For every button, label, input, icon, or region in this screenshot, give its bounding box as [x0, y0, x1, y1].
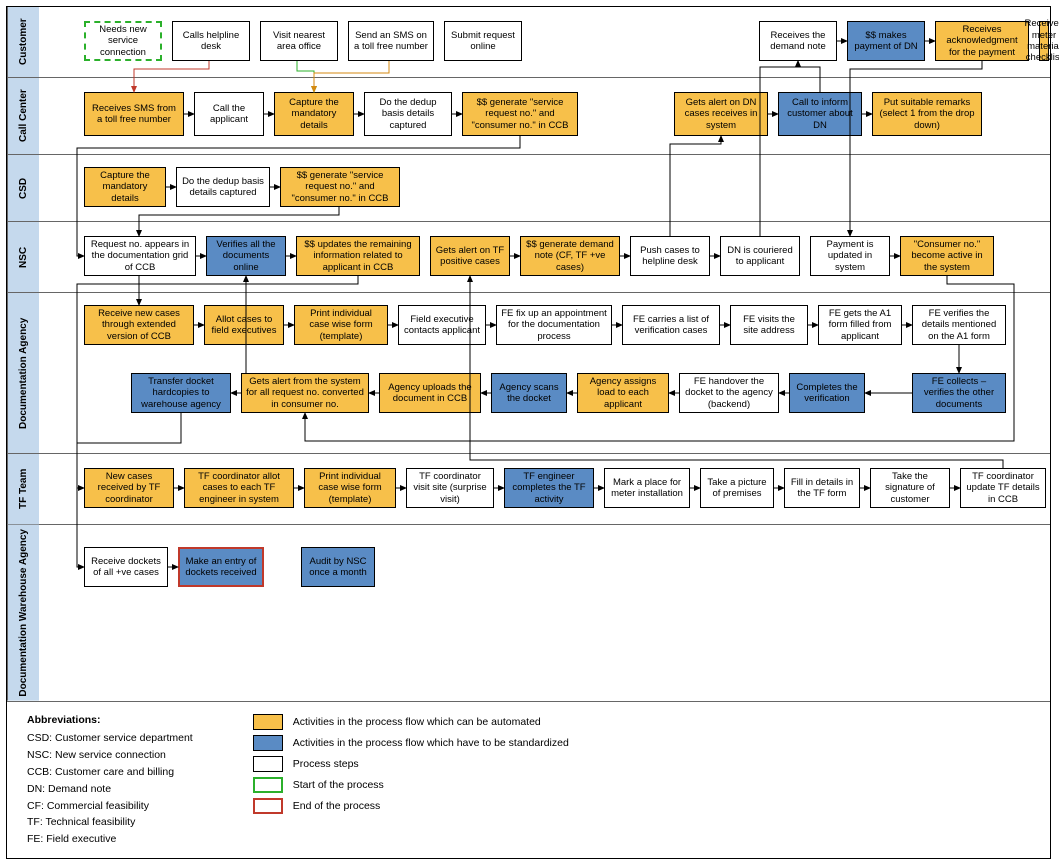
lane-label: NSC [7, 222, 39, 292]
process-box: FE carries a list of verification cases [622, 305, 720, 345]
process-box: Gets alert on TF positive cases [430, 236, 510, 276]
process-box: Agency assigns load to each applicant [577, 373, 669, 413]
process-box: Call the applicant [194, 92, 264, 136]
lane-csd: CSDCapture the mandatory detailsDo the d… [7, 155, 1050, 222]
process-box: Receives SMS from a toll free number [84, 92, 184, 136]
process-box: Fill in details in the TF form [784, 468, 860, 508]
process-box: Visit nearest area office [260, 21, 338, 61]
process-box: Field executive contacts applicant [398, 305, 486, 345]
process-box: Send an SMS on a toll free number [348, 21, 434, 61]
process-box: Gets alert from the system for all reque… [241, 373, 369, 413]
process-box: Receives the demand note [759, 21, 837, 61]
lane-content: Needs new service connectionCalls helpli… [39, 7, 1050, 77]
process-box: TF engineer completes the TF activity [504, 468, 594, 508]
process-box: Calls helpline desk [172, 21, 250, 61]
process-box: Print individual case wise form (templat… [304, 468, 396, 508]
lane-callcenter: Call CenterReceives SMS from a toll free… [7, 78, 1050, 155]
process-box: Print individual case wise form (templat… [294, 305, 388, 345]
lane-content: Receives SMS from a toll free numberCall… [39, 78, 1050, 154]
process-box: $$ generate "service request no." and "c… [280, 167, 400, 207]
lane-label: Documentation Agency [7, 293, 39, 453]
legend-items: Activities in the process flow which can… [253, 712, 569, 848]
lane-nsc: NSC Request no. appears in the documentat… [7, 222, 1050, 293]
process-box: FE gets the A1 form filled from applican… [818, 305, 902, 345]
process-box: Receives acknowledgment for the payment [935, 21, 1029, 61]
process-box: Verifies all the documents online [206, 236, 286, 276]
lane-docware: Documentation Warehouse AgencyReceive do… [7, 525, 1050, 702]
process-box: Take the signature of customer [870, 468, 950, 508]
legend-swatch [253, 735, 283, 751]
process-box: Call to inform customer about DN [778, 92, 862, 136]
process-box: Receive new cases through extended versi… [84, 305, 194, 345]
process-box: Transfer docket hardcopies to warehouse … [131, 373, 231, 413]
lane-label: Documentation Warehouse Agency [7, 525, 39, 701]
process-box: TF coordinator update TF details in CCB [960, 468, 1046, 508]
process-box: Capture the mandatory details [274, 92, 354, 136]
abbreviations: Abbreviations:CSD: Customer service depa… [27, 712, 193, 848]
lane-label: Customer [7, 7, 39, 77]
process-box: Audit by NSC once a month [301, 547, 375, 587]
process-box: $$ makes payment of DN [847, 21, 925, 61]
lane-content: Receive dockets of all +ve casesMake an … [39, 525, 1050, 615]
process-box: FE collects – verifies the other documen… [912, 373, 1006, 413]
process-box: Agency scans the docket [491, 373, 567, 413]
process-box: $$ generate demand note (CF, TF +ve case… [520, 236, 620, 276]
process-box: Submit request online [444, 21, 522, 61]
process-box: Request no. appears in the documentation… [84, 236, 196, 276]
process-box: FE fix up an appointment for the documen… [496, 305, 612, 345]
legend-swatch [253, 777, 283, 793]
lane-docagency: Documentation Agency Receive new cases th… [7, 293, 1050, 454]
process-box: $$ generate "service request no." and "c… [462, 92, 578, 136]
lane-tfteam: TF TeamNew cases received by TF coordina… [7, 454, 1050, 525]
lane-content: Receive new cases through extended versi… [39, 293, 1050, 453]
process-box: Mark a place for meter installation [604, 468, 690, 508]
process-box: Agency uploads the document in CCB [379, 373, 481, 413]
lane-content: Request no. appears in the documentation… [39, 222, 1050, 292]
lane-content: Capture the mandatory detailsDo the dedu… [39, 155, 1050, 221]
lane-label: TF Team [7, 454, 39, 524]
process-box: Do the dedup basis details captured [364, 92, 452, 136]
process-box: New cases received by TF coordinator [84, 468, 174, 508]
legend: Abbreviations:CSD: Customer service depa… [7, 702, 1050, 858]
process-box: Capture the mandatory details [84, 167, 166, 207]
process-box: $$ updates the remaining information rel… [296, 236, 420, 276]
legend-swatch [253, 714, 283, 730]
process-box: Payment is updated in system [810, 236, 890, 276]
process-box: Allot cases to field executives [204, 305, 284, 345]
lane-content: New cases received by TF coordinatorTF c… [39, 454, 1050, 524]
process-box: Gets alert on DN cases receives in syste… [674, 92, 768, 136]
legend-swatch [253, 756, 283, 772]
process-box: FE visits the site address [730, 305, 808, 345]
lane-label: CSD [7, 155, 39, 221]
process-box: Completes the verification [789, 373, 865, 413]
lane-customer: CustomerNeeds new service connectionCall… [7, 7, 1050, 78]
process-box: DN is couriered to applicant [720, 236, 800, 276]
lane-label: Call Center [7, 78, 39, 154]
process-box: FE handover the docket to the agency (ba… [679, 373, 779, 413]
process-box: Make an entry of dockets received [178, 547, 264, 587]
process-box: TF coordinator allot cases to each TF en… [184, 468, 294, 508]
process-box: "Consumer no." become active in the syst… [900, 236, 994, 276]
process-box: Receive dockets of all +ve cases [84, 547, 168, 587]
process-box: Put suitable remarks (select 1 from the … [872, 92, 982, 136]
process-box: Push cases to helpline desk [630, 236, 710, 276]
process-box: Receives meter material checklist [1039, 21, 1049, 61]
legend-swatch [253, 798, 283, 814]
process-box: Do the dedup basis details captured [176, 167, 270, 207]
process-box: TF coordinator visit site (surprise visi… [406, 468, 494, 508]
process-box: Needs new service connection [84, 21, 162, 61]
process-box: FE verifies the details mentioned on the… [912, 305, 1006, 345]
process-box: Take a picture of premises [700, 468, 774, 508]
